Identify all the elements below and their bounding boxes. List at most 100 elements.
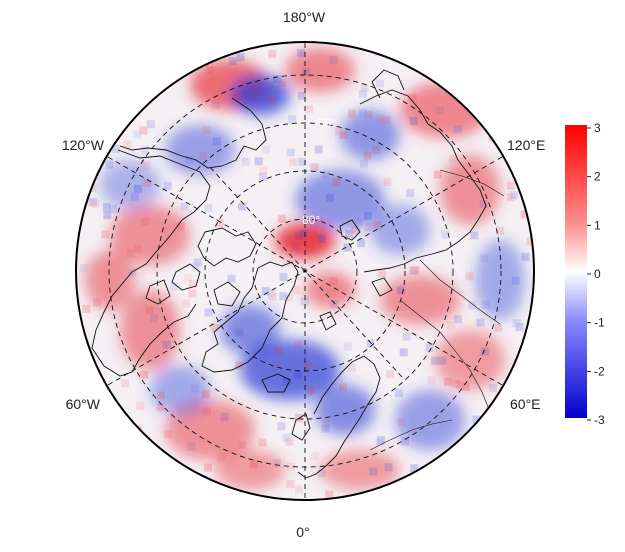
anomaly-pixel (376, 114, 385, 123)
anomaly-pixel (329, 276, 338, 285)
anomaly-pixel (296, 49, 305, 58)
anomaly-pixel (302, 68, 311, 77)
colorbar-tick-label: -1 (594, 316, 605, 330)
anomaly-pixel (441, 230, 450, 239)
anomaly-pixel (300, 297, 309, 306)
anomaly-pixel (468, 301, 477, 310)
anomaly-pixel (446, 321, 455, 330)
anomaly-pixel (343, 342, 352, 351)
lat-label-80: 60° (318, 116, 336, 130)
anomaly-pixel (369, 467, 378, 476)
colorbar-tick-label: 3 (594, 121, 601, 135)
anomaly-pixel (425, 343, 434, 352)
anomaly-pixel (210, 323, 219, 332)
anomaly-pixel (517, 173, 526, 182)
anomaly-pixel (381, 46, 390, 55)
anomaly-pixel (114, 94, 123, 103)
lon-label-upper-right: 120°E (507, 137, 545, 153)
colorbar-tick-label: -3 (594, 413, 605, 427)
europe-coastline (297, 355, 381, 479)
anomaly-pixel (261, 287, 270, 296)
anomaly-pixel (277, 422, 286, 431)
anomaly-pixel (329, 55, 338, 64)
anomaly-pixel (482, 300, 491, 309)
anomaly-pixel (133, 184, 142, 193)
anomaly-pixel (91, 199, 100, 208)
anomaly-pixel (436, 56, 445, 65)
anomaly-pixel (213, 137, 222, 146)
anomaly-pixel (155, 46, 164, 55)
anomaly-pixel (299, 229, 308, 238)
anomaly-pixel (112, 144, 121, 153)
anomaly-pixel (258, 172, 267, 181)
anomaly-pixel (358, 109, 367, 118)
lat-circle-60 (156, 122, 454, 420)
anomaly-pixel (517, 82, 526, 91)
anomaly-pixel (438, 356, 447, 365)
anomaly-pixel (114, 441, 123, 450)
anomaly-pixel (139, 126, 148, 135)
anomaly-blob (150, 365, 210, 415)
anomaly-pixel (123, 140, 132, 149)
anomaly-pixel (294, 340, 303, 349)
anomaly-pixel (297, 91, 306, 100)
anomaly-pixel (203, 463, 212, 472)
anomaly-pixel (201, 389, 210, 398)
anomaly-pixel (325, 490, 334, 499)
anomaly-pixel (188, 471, 197, 480)
anomaly-pixel (134, 244, 143, 253)
anomaly-pixel (182, 470, 191, 479)
anomaly-pixel (453, 125, 462, 134)
anomaly-pixel (286, 148, 295, 157)
anomaly-pixel (149, 314, 158, 323)
anomaly-pixel (204, 203, 213, 212)
anomaly-pixel (294, 371, 303, 380)
anomaly-pixel (295, 485, 304, 494)
anomaly-pixel (507, 45, 516, 54)
anomaly-pixel (189, 279, 198, 288)
anomaly-pixel (348, 109, 357, 118)
anomaly-pixel (409, 117, 418, 126)
anomaly-pixel (452, 488, 461, 497)
anomaly-pixel (449, 154, 458, 163)
anomaly-pixel (254, 157, 263, 166)
colorbar-tick-label: 2 (594, 170, 601, 184)
anomaly-pixel (146, 306, 155, 315)
anomaly-pixel (435, 106, 444, 115)
anomaly-pixel (330, 300, 339, 309)
lon-label-upper-left: 120°W (62, 137, 105, 153)
anomaly-pixel (507, 385, 516, 394)
anomaly-pixel (236, 53, 245, 62)
anomaly-pixel (397, 51, 406, 60)
anomaly-pixel (402, 332, 411, 341)
anomaly-pixel (465, 272, 474, 281)
anomaly-pixel (494, 323, 503, 332)
anomaly-pixel (409, 266, 418, 275)
anomaly-pixel (476, 103, 485, 112)
anomaly-pixel (479, 200, 488, 209)
anomaly-pixel (347, 363, 356, 372)
anomaly-pixel (184, 274, 193, 283)
anomaly-pixel (427, 376, 436, 385)
anomaly-pixel (375, 438, 384, 447)
anomaly-pixel (461, 382, 470, 391)
lon-label-bottom: 0° (296, 524, 309, 540)
anomaly-pixel (82, 304, 91, 313)
anomaly-pixel (515, 447, 524, 456)
anomaly-pixel (286, 462, 295, 471)
anomaly-pixel (364, 110, 373, 119)
anomaly-pixel (268, 96, 277, 105)
anomaly-pixel (476, 318, 485, 327)
anomaly-pixel (268, 292, 277, 301)
anomaly-pixel (478, 66, 487, 75)
anomaly-pixel (250, 460, 258, 469)
anomaly-pixel (101, 230, 110, 239)
anomaly-pixel (321, 424, 330, 433)
anomaly-pixel (273, 459, 282, 468)
anomaly-blob (85, 250, 135, 310)
anomaly-pixel (286, 480, 295, 489)
anomaly-pixel (235, 328, 244, 337)
anomaly-pixel (354, 217, 363, 226)
anomaly-blob (165, 125, 235, 175)
arctic-islands-coastline (319, 219, 393, 331)
